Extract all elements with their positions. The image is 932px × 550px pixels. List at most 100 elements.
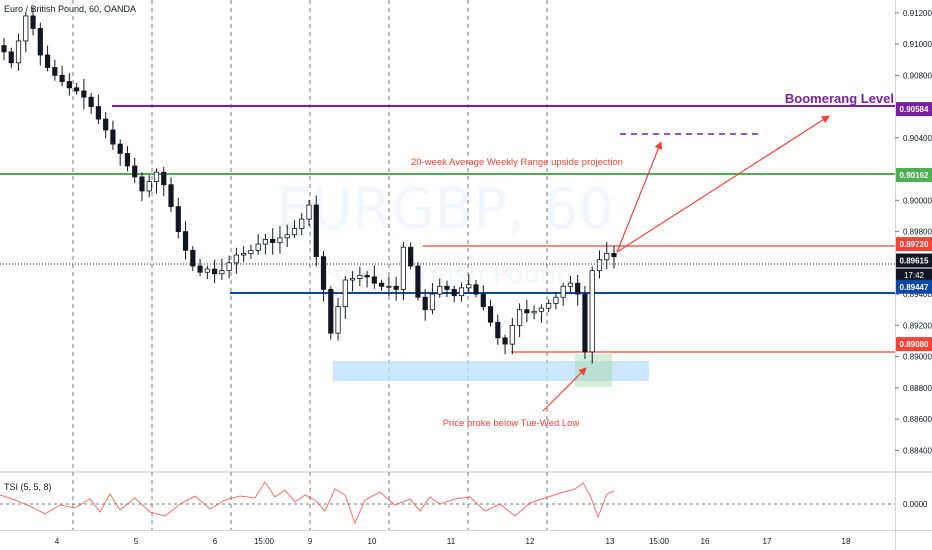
candle-body[interactable] [516, 309, 523, 326]
price-axis[interactable]: 0.91200 0.91000 0.90800 0.90400 0.90000 0.898… [895, 9, 932, 456]
candle-body[interactable] [524, 309, 530, 314]
candle-body[interactable] [328, 289, 334, 334]
projection-annotation[interactable]: 20-week Average Weekly Range upside proj… [411, 157, 623, 168]
candle-body[interactable] [1, 45, 7, 53]
candle-body[interactable] [487, 306, 494, 323]
arrow-to-boomerang[interactable] [616, 115, 830, 253]
candle-body[interactable] [357, 274, 363, 279]
candle-body[interactable] [335, 306, 341, 334]
break-highlight-zone[interactable] [575, 354, 612, 387]
candle-body[interactable] [502, 337, 508, 345]
candle-body[interactable] [596, 259, 603, 272]
candle-body[interactable] [74, 87, 80, 92]
candle-body[interactable] [153, 171, 160, 182]
candle-body[interactable] [59, 74, 65, 82]
candle-body[interactable] [349, 278, 356, 281]
candle-body[interactable] [66, 81, 72, 89]
candle-body[interactable] [567, 282, 574, 287]
candle-body[interactable] [444, 285, 450, 290]
candle-body[interactable] [313, 204, 319, 257]
candle-body[interactable] [299, 218, 305, 229]
candle-body[interactable] [538, 307, 544, 312]
candle-body[interactable] [197, 265, 203, 273]
candle-body[interactable] [168, 184, 174, 207]
arrow-to-break[interactable] [542, 367, 587, 412]
candle-body[interactable] [132, 165, 138, 178]
candle-body[interactable] [161, 171, 167, 186]
boomerang-level-label[interactable]: Boomerang Level [785, 91, 894, 106]
candle-body[interactable] [88, 96, 94, 107]
candle-body[interactable] [182, 231, 189, 251]
candle-body[interactable] [81, 90, 87, 98]
candle-body[interactable] [8, 51, 14, 64]
candle-body[interactable] [233, 254, 239, 264]
price-pane[interactable] [0, 0, 895, 470]
candle-body[interactable] [52, 67, 58, 76]
candle-body[interactable] [320, 256, 327, 290]
candle-body[interactable] [219, 270, 225, 275]
arrow-to-projection[interactable] [616, 141, 663, 253]
candle-body[interactable] [204, 268, 210, 273]
candle-body[interactable] [262, 239, 269, 245]
candle-body[interactable] [190, 249, 196, 267]
candle-body[interactable] [371, 276, 377, 284]
candle-body[interactable] [23, 15, 29, 42]
chart-title[interactable]: Euro / British Pound, 60, OANDA [4, 4, 136, 14]
candle-body[interactable] [582, 293, 588, 353]
candle-body[interactable] [379, 282, 385, 287]
candle-body[interactable] [44, 54, 51, 68]
candle-body[interactable] [175, 206, 181, 232]
candle-body[interactable] [546, 303, 552, 309]
candle-body[interactable] [473, 284, 479, 295]
candle-body[interactable] [611, 253, 617, 257]
candle-body[interactable] [560, 285, 566, 298]
candle-body[interactable] [30, 15, 36, 29]
candle-body[interactable] [509, 324, 515, 345]
candle-body[interactable] [531, 310, 537, 314]
candle-body[interactable] [270, 239, 276, 243]
candle-body[interactable] [277, 237, 283, 243]
break-annotation[interactable]: Price broke below Tue-Wed Low [443, 418, 580, 429]
candle-body[interactable] [400, 246, 407, 290]
candle-body[interactable] [306, 204, 312, 220]
candle-body[interactable] [415, 265, 421, 298]
candle-body[interactable] [117, 143, 123, 154]
time-axis[interactable]: 4 5 6 15:00 9 10 11 12 13 15:00 16 17 18 [55, 537, 851, 546]
candle-body[interactable] [466, 284, 472, 289]
candle-body[interactable] [408, 246, 414, 267]
candle-body[interactable] [291, 228, 298, 236]
tsi-label[interactable]: TSI (5, 5, 8) [4, 482, 52, 492]
candle-body[interactable] [95, 106, 102, 120]
candle-body[interactable] [342, 279, 348, 308]
boomerang-price-tag-label: 0.90584 [900, 105, 929, 114]
candle-body[interactable] [480, 293, 486, 308]
candle-body[interactable] [437, 285, 443, 295]
candle-body[interactable] [284, 234, 290, 239]
tsi-series-line[interactable] [0, 481, 615, 525]
candle-body[interactable] [589, 270, 595, 353]
tue-wed-low-zone[interactable] [333, 361, 649, 381]
candle-body[interactable] [37, 28, 43, 56]
candle-body[interactable] [458, 287, 465, 297]
candle-body[interactable] [553, 296, 559, 304]
candle-body[interactable] [422, 296, 428, 311]
candle-body[interactable] [211, 268, 218, 275]
candle-body[interactable] [495, 321, 501, 339]
candle-body[interactable] [226, 262, 232, 272]
candle-body[interactable] [386, 285, 392, 288]
candle-body[interactable] [393, 285, 399, 290]
candle-body[interactable] [255, 243, 261, 251]
candle-body[interactable] [604, 253, 610, 261]
candle-body[interactable] [248, 249, 254, 254]
candle-body[interactable] [575, 282, 581, 295]
candle-body[interactable] [15, 40, 22, 64]
candle-body[interactable] [364, 274, 370, 278]
candle-body[interactable] [146, 181, 152, 192]
candle-body[interactable] [110, 129, 116, 145]
candle-body[interactable] [103, 118, 109, 131]
candle-body[interactable] [124, 153, 131, 167]
candle-body[interactable] [429, 293, 436, 311]
candle-body[interactable] [139, 176, 145, 192]
candle-body[interactable] [241, 253, 247, 256]
candle-body[interactable] [451, 289, 457, 297]
